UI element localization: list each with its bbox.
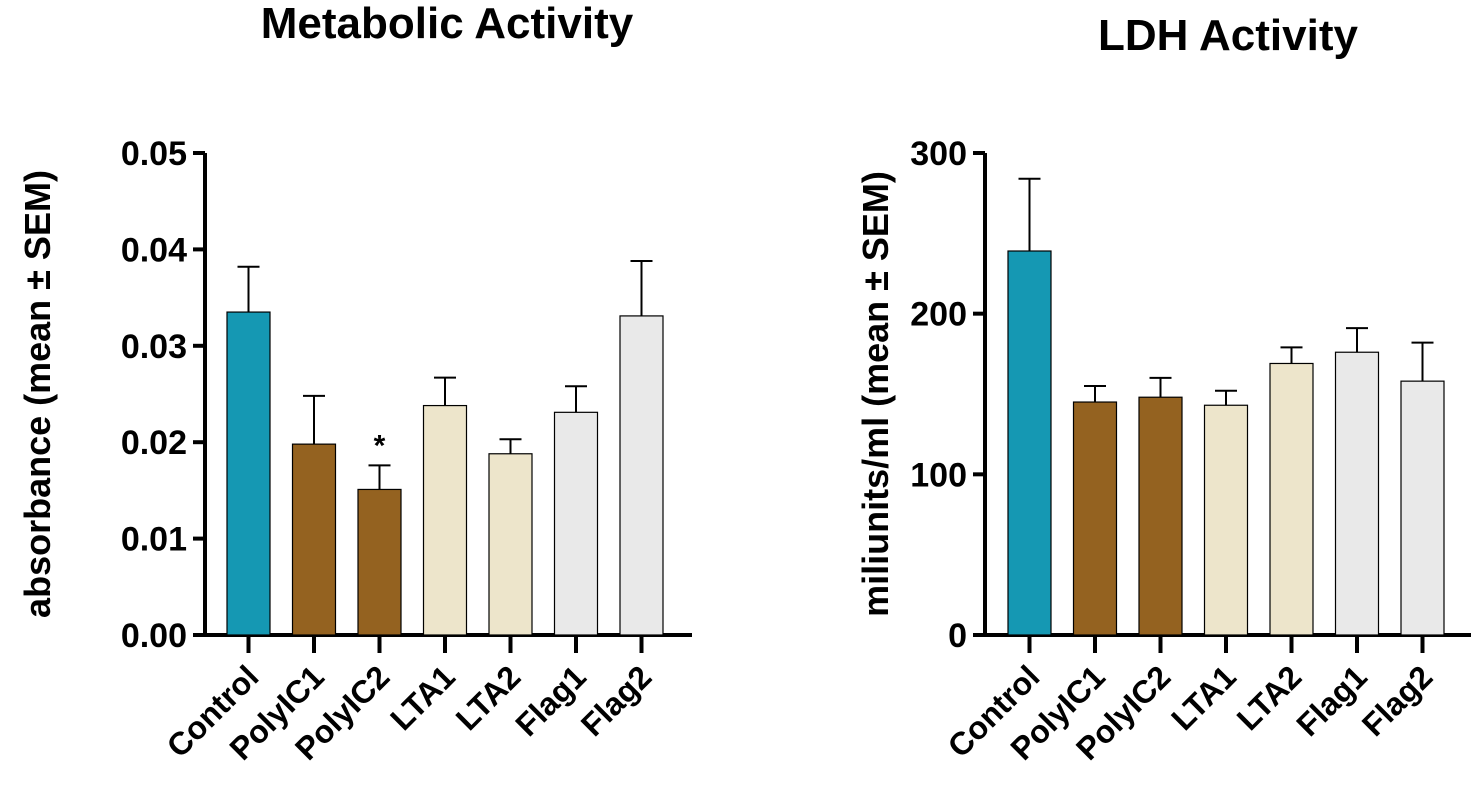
x-tick-label: LTA1 — [383, 658, 462, 737]
y-tick-label: 0.04 — [121, 231, 187, 269]
chart-title: Metabolic Activity — [261, 0, 634, 48]
y-tick-label: 0.02 — [121, 424, 187, 462]
bar-lta2 — [1269, 362, 1314, 636]
y-tick-label: 0.01 — [121, 521, 187, 559]
bar-flag2 — [1400, 380, 1445, 636]
bar-polyic2 — [1138, 396, 1183, 636]
bar-lta1 — [1203, 404, 1249, 636]
bar-polyic1 — [1072, 401, 1118, 636]
bar-flag1 — [553, 411, 599, 636]
y-axis-label: absorbance (mean ± SEM) — [17, 170, 58, 618]
y-tick-label: 200 — [910, 296, 967, 334]
x-tick-label: Flag1 — [1289, 658, 1374, 743]
x-tick-label: Flag1 — [508, 658, 593, 743]
chart-title: LDH Activity — [1098, 11, 1358, 60]
y-tick-label: 0 — [948, 617, 967, 655]
y-tick-label: 300 — [910, 135, 967, 173]
x-tick-label: Flag2 — [1355, 658, 1440, 743]
significance-marker: * — [374, 429, 386, 462]
y-tick-label: 0.00 — [121, 617, 187, 655]
bar-flag1 — [1334, 351, 1380, 636]
bar-control — [226, 311, 271, 636]
bar-lta2 — [488, 453, 533, 636]
y-tick-label: 0.03 — [121, 328, 187, 366]
bar-polyic1 — [291, 443, 337, 636]
chart-panel-2: LDH Activity miliunits/ml (mean ± SEM) 0 10… — [855, 11, 1471, 767]
bar-flag2 — [619, 315, 664, 636]
bar-control — [1007, 250, 1052, 636]
x-tick-label: Flag2 — [574, 658, 659, 743]
chart-panel-1: Metabolic Activity absorbance (mean ± SEM… — [17, 0, 692, 767]
bar-polyic2 — [357, 488, 402, 636]
bar-lta1 — [422, 404, 468, 636]
y-axis-label: miliunits/ml (mean ± SEM) — [855, 171, 896, 617]
y-tick-label: 100 — [910, 456, 967, 494]
y-tick-label: 0.05 — [121, 135, 187, 173]
x-tick-label: LTA1 — [1164, 658, 1243, 737]
